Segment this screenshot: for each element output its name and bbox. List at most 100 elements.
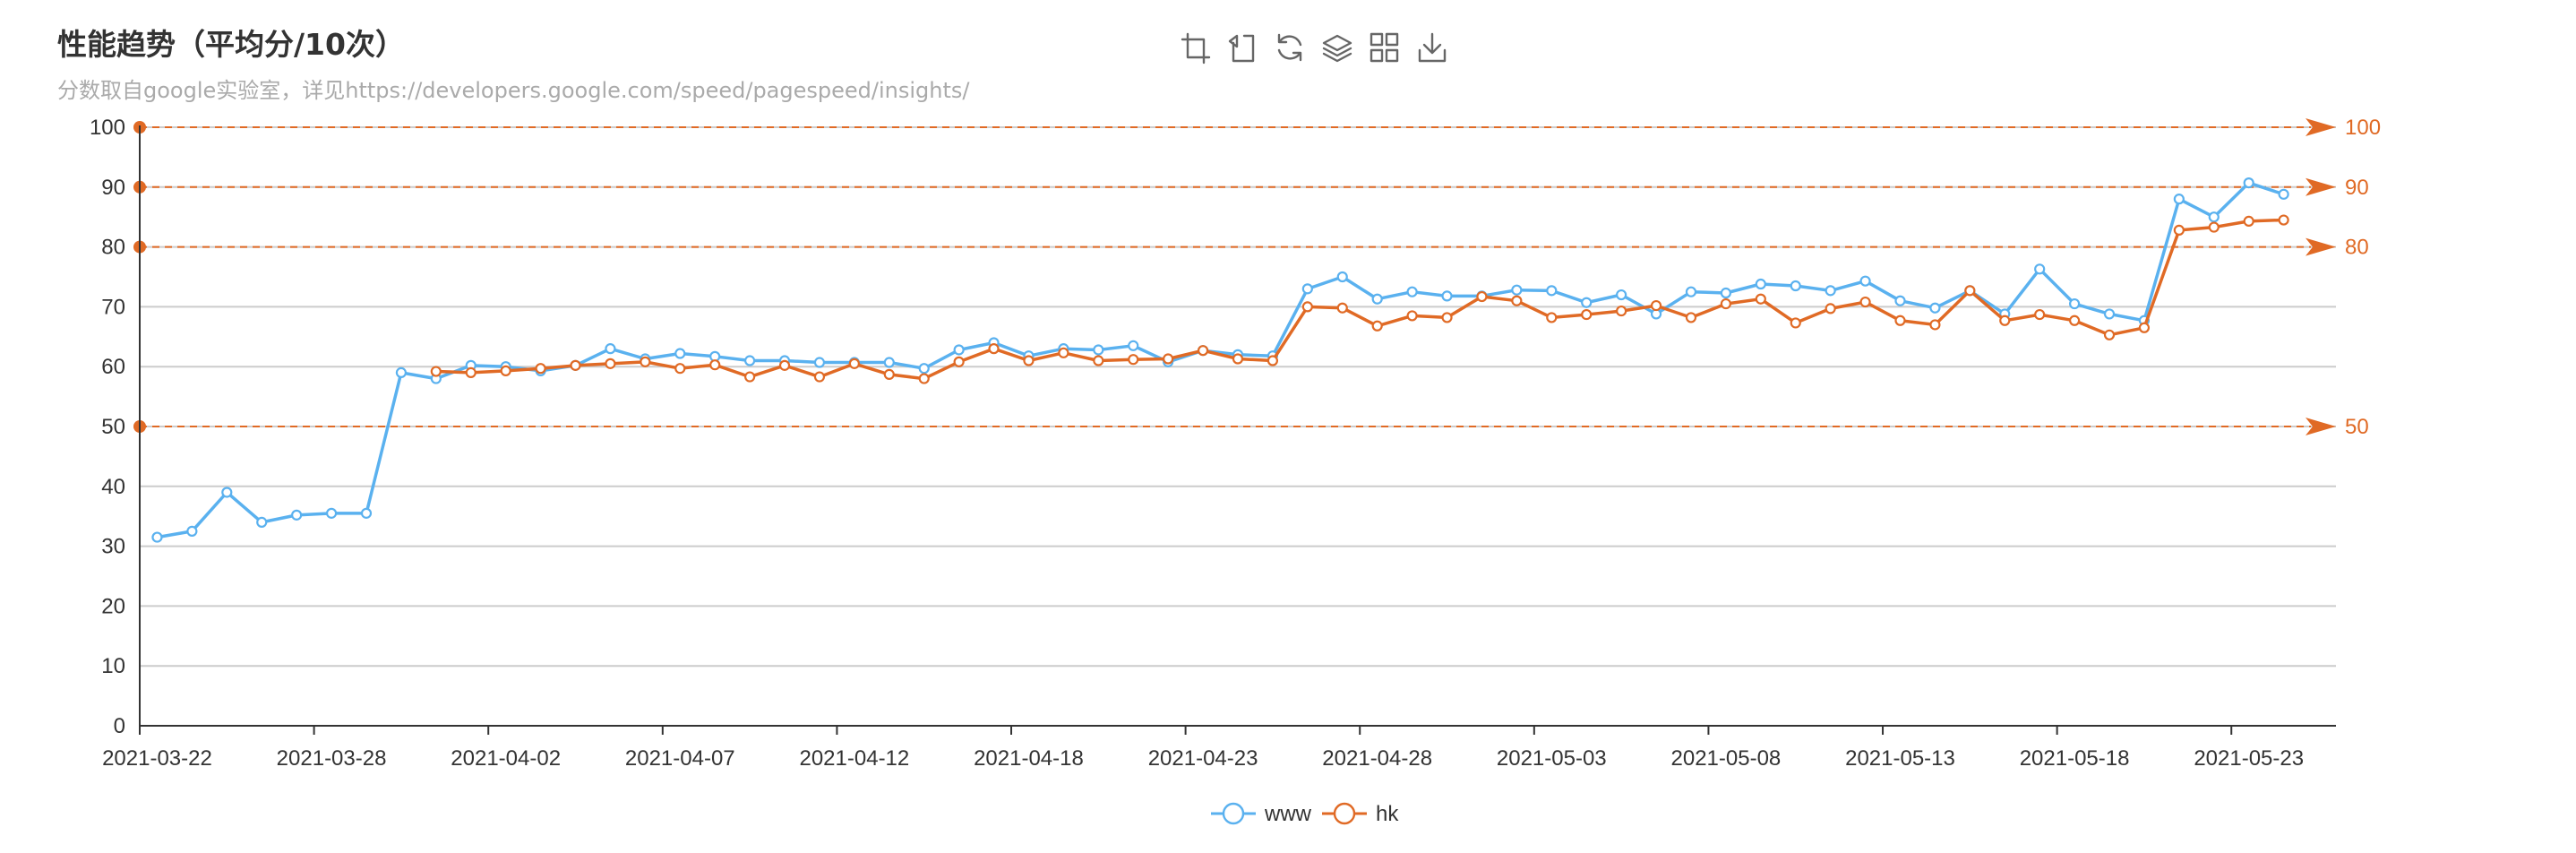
data-point-hk[interactable] (1616, 305, 1627, 317)
data-point-hk[interactable] (1929, 319, 1941, 331)
data-point-hk[interactable] (883, 368, 895, 380)
data-point-www[interactable] (1406, 286, 1418, 297)
data-point-www[interactable] (186, 525, 198, 538)
data-point-www[interactable] (744, 355, 756, 366)
data-point-hk[interactable] (848, 358, 860, 369)
zoom-icon[interactable] (1181, 32, 1211, 65)
data-point-hk[interactable] (2034, 308, 2046, 321)
data-point-hk[interactable] (1163, 353, 1174, 365)
data-point-hk[interactable] (430, 366, 442, 377)
data-point-www[interactable] (256, 516, 268, 528)
data-point-hk[interactable] (1058, 347, 1069, 358)
data-point-hk[interactable] (953, 356, 965, 367)
data-point-hk[interactable] (778, 359, 791, 371)
data-point-hk[interactable] (1720, 297, 1731, 310)
data-point-hk[interactable] (1267, 355, 1279, 366)
data-point-hk[interactable] (535, 363, 546, 375)
data-point-www[interactable] (360, 507, 373, 519)
data-point-hk[interactable] (1790, 317, 1801, 329)
data-point-hk[interactable] (2173, 224, 2185, 236)
data-point-www[interactable] (1441, 290, 1453, 302)
data-point-www[interactable] (2243, 177, 2254, 189)
data-point-hk[interactable] (1197, 345, 1209, 357)
data-point-www[interactable] (1825, 285, 1836, 297)
data-point-www[interactable] (1859, 275, 1871, 287)
legend-item-www[interactable]: www (1211, 802, 1312, 826)
data-point-www[interactable] (674, 348, 686, 359)
data-point-www[interactable] (953, 344, 965, 356)
data-point-www[interactable] (1720, 287, 1731, 299)
restore-icon[interactable] (1275, 32, 1304, 63)
data-point-hk[interactable] (988, 343, 1000, 355)
data-point-hk[interactable] (1476, 290, 1488, 303)
data-point-hk[interactable] (2278, 214, 2289, 226)
data-point-www[interactable] (2173, 194, 2185, 205)
data-point-www[interactable] (1336, 271, 1348, 283)
data-point-hk[interactable] (465, 366, 477, 378)
data-point-hk[interactable] (918, 373, 930, 384)
data-point-hk[interactable] (709, 359, 721, 371)
data-point-hk[interactable] (640, 356, 651, 367)
data-point-hk[interactable] (1336, 302, 1348, 314)
data-point-www[interactable] (1546, 285, 1558, 297)
data-point-www[interactable] (1581, 297, 1593, 308)
data-point-www[interactable] (1790, 280, 1801, 292)
data-point-www[interactable] (2068, 297, 2081, 310)
data-point-hk[interactable] (1511, 295, 1523, 306)
data-point-hk[interactable] (1093, 355, 1104, 366)
data-point-www[interactable] (221, 487, 233, 498)
data-point-www[interactable] (151, 531, 163, 543)
data-point-hk[interactable] (1650, 299, 1662, 312)
data-point-hk[interactable] (2068, 314, 2081, 326)
data-point-hk[interactable] (2103, 329, 2116, 340)
data-point-www[interactable] (1755, 278, 1766, 290)
data-point-hk[interactable] (1825, 303, 1836, 314)
data-point-www[interactable] (325, 507, 338, 519)
data-point-hk[interactable] (674, 363, 686, 375)
data-point-hk[interactable] (1755, 293, 1766, 305)
data-point-hk[interactable] (1371, 320, 1383, 332)
data-point-www[interactable] (395, 366, 408, 378)
data-point-www[interactable] (2034, 263, 2046, 275)
data-point-hk[interactable] (813, 371, 826, 383)
data-point-www[interactable] (1616, 289, 1627, 301)
data-point-hk[interactable] (1685, 312, 1697, 323)
data-point-www[interactable] (2208, 211, 2220, 223)
data-point-www[interactable] (2103, 308, 2116, 320)
data-point-www[interactable] (1511, 284, 1523, 296)
data-point-hk[interactable] (2243, 215, 2254, 227)
tiled-icon[interactable] (1370, 32, 1399, 63)
zoom-reset-icon[interactable] (1228, 32, 1257, 63)
data-point-www[interactable] (2278, 188, 2289, 200)
data-point-www[interactable] (1301, 283, 1313, 295)
save-image-icon[interactable] (1418, 32, 1447, 63)
data-point-hk[interactable] (1894, 314, 1906, 326)
data-point-hk[interactable] (500, 365, 511, 376)
data-point-www[interactable] (1093, 344, 1104, 356)
data-point-hk[interactable] (1232, 353, 1244, 365)
data-point-hk[interactable] (570, 359, 581, 371)
data-point-hk[interactable] (1859, 296, 1871, 308)
data-point-www[interactable] (918, 363, 930, 375)
data-point-www[interactable] (1894, 295, 1906, 306)
legend-item-hk[interactable]: hk (1322, 802, 1399, 826)
data-point-hk[interactable] (744, 371, 756, 383)
data-point-www[interactable] (883, 357, 895, 368)
data-point-www[interactable] (291, 509, 303, 521)
data-point-hk[interactable] (1999, 314, 2011, 326)
data-point-hk[interactable] (2138, 322, 2151, 333)
data-point-www[interactable] (1128, 340, 1139, 351)
data-point-hk[interactable] (1023, 355, 1035, 366)
data-point-www[interactable] (1371, 293, 1383, 305)
data-point-www[interactable] (813, 357, 826, 368)
data-point-hk[interactable] (605, 358, 616, 369)
data-point-hk[interactable] (1964, 285, 1976, 297)
data-point-hk[interactable] (1406, 310, 1418, 322)
data-point-www[interactable] (605, 343, 616, 355)
stack-icon[interactable] (1322, 32, 1352, 63)
data-point-www[interactable] (1929, 302, 1941, 314)
data-point-hk[interactable] (2208, 221, 2220, 233)
data-point-hk[interactable] (1128, 354, 1139, 366)
data-point-www[interactable] (1685, 286, 1697, 297)
data-point-hk[interactable] (1301, 301, 1313, 313)
